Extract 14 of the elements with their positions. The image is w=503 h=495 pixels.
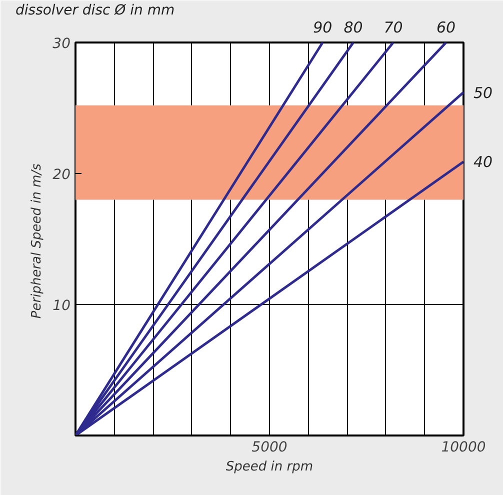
chart-title: dissolver disc Ø in mm — [16, 2, 175, 18]
y-tick-label: 10 — [52, 298, 71, 314]
series-label: 60 — [436, 18, 456, 36]
series-label: 90 — [313, 18, 332, 36]
y-tick-label: 30 — [52, 36, 71, 52]
x-tick-label: 5000 — [252, 440, 288, 456]
series-label: 70 — [384, 18, 403, 36]
x-tick-label: 10000 — [441, 440, 486, 456]
series-label: 40 — [474, 153, 493, 172]
x-axis-title: Speed in rpm — [226, 460, 314, 474]
y-axis-title: Peripheral Speed in m/s — [30, 163, 45, 319]
series-label: 80 — [344, 18, 363, 36]
series-label: 50 — [474, 84, 493, 102]
y-tick-label: 20 — [52, 167, 71, 183]
